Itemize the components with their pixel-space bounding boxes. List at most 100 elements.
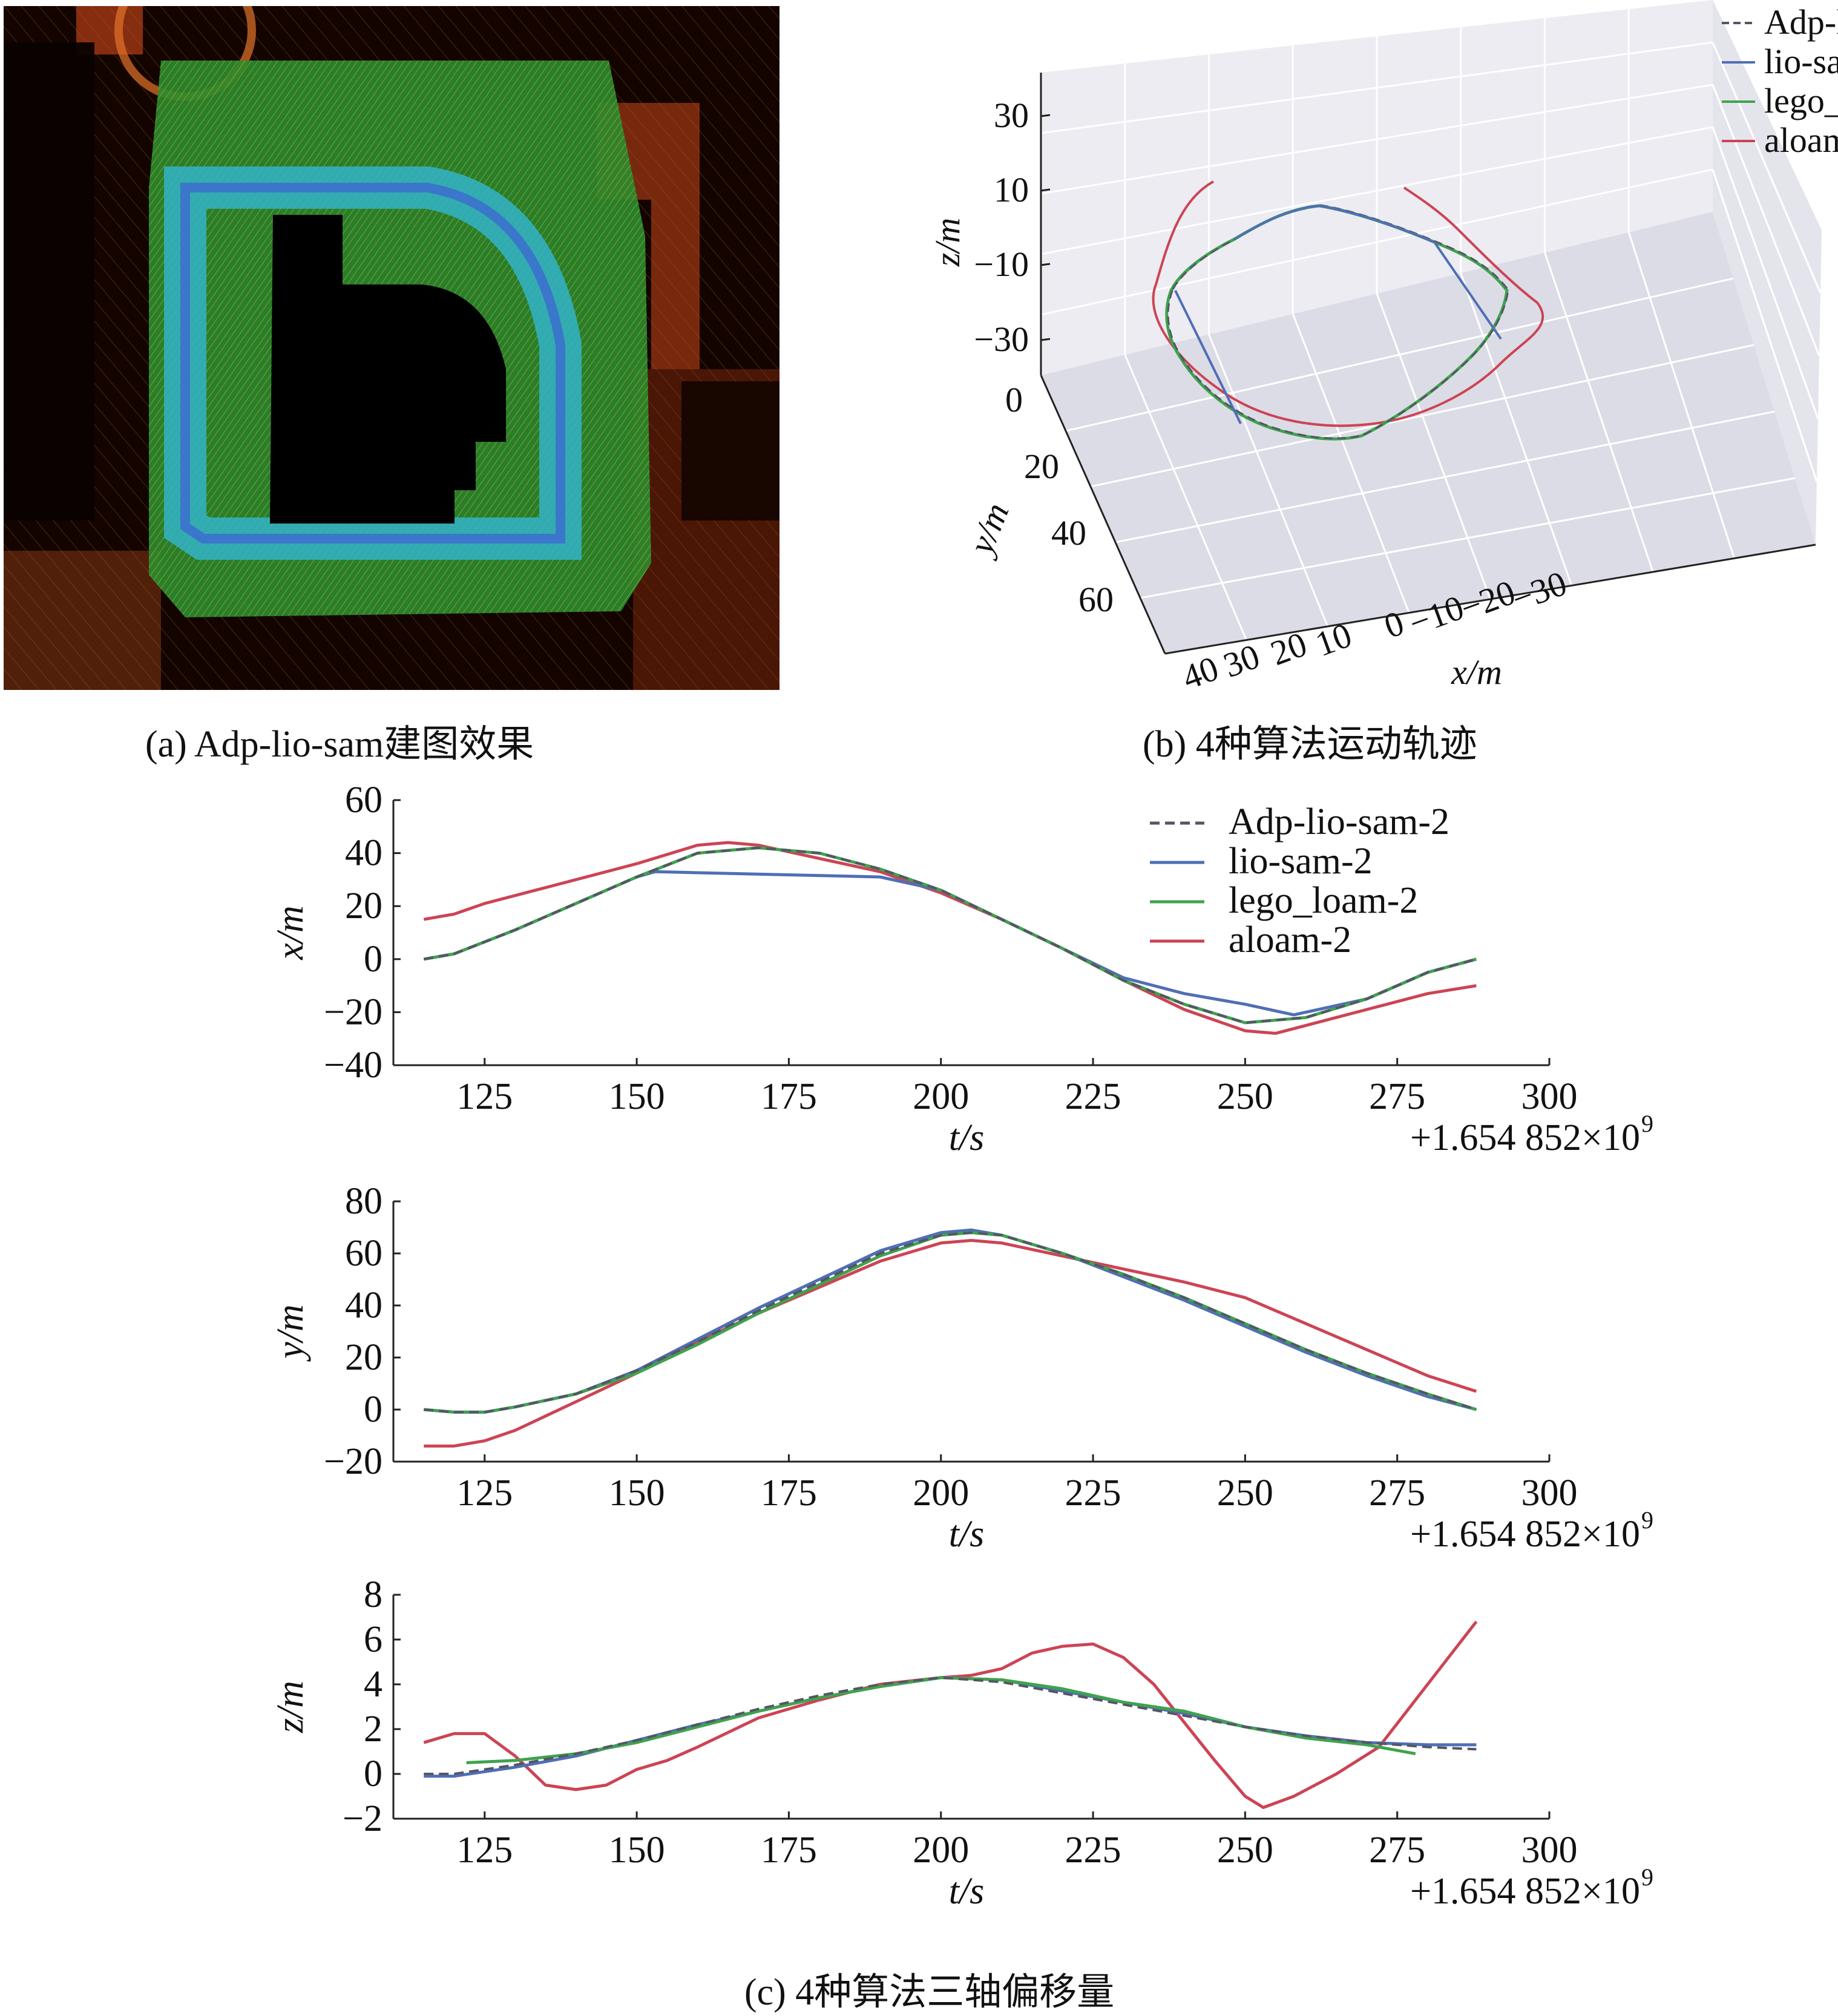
x-tick-label: 250	[1217, 1830, 1273, 1871]
z-tick-mark	[1040, 263, 1051, 266]
x-tick-label: 225	[1065, 1076, 1121, 1117]
x-tick-label: 125	[456, 1076, 513, 1117]
series-lio-sam-2	[424, 1676, 1477, 1778]
z-tick-mark	[1040, 338, 1051, 341]
y-tick-label: −20	[324, 1441, 382, 1482]
offset-label: +1.654 852×10	[1410, 1117, 1640, 1158]
y-tick-label: 2	[364, 1709, 382, 1750]
time-series-panels: 125 150 175 200 225 250 275 300 60 40 20 0 −20 −40 x/m…	[0, 763, 1838, 2016]
legend-3d: Adp-lio-sam-2 lio-sam-2 lego_loam-2 aloa…	[1722, 2, 1838, 160]
legend-label: lego_loam-2	[1229, 880, 1418, 921]
y-tick-label: 0	[364, 1753, 382, 1794]
z-axis-label: z/m	[928, 218, 967, 268]
x-tick-label: 250	[1217, 1473, 1273, 1514]
legend-label-adp: Adp-lio-sam-2	[1764, 2, 1838, 42]
x-tick-label: 225	[1065, 1830, 1121, 1871]
series-lego_loam-2	[423, 846, 1477, 1025]
x-tick-label: 175	[761, 1076, 817, 1117]
x-tick-label: 225	[1065, 1473, 1121, 1514]
trajectory-lio	[1174, 204, 1502, 424]
y-axis-label: y/m	[270, 1304, 311, 1362]
series-aloam-2	[424, 1239, 1477, 1448]
x-tick-label: 125	[456, 1830, 513, 1871]
x-tick-label: 125	[456, 1473, 513, 1514]
offset-exponent: 9	[1641, 1863, 1653, 1891]
x-tick-label: 200	[913, 1473, 969, 1514]
z-tick-label: −10	[974, 245, 1029, 284]
x-tick-label: 150	[609, 1473, 665, 1514]
x-axis-label: x/m	[1451, 652, 1502, 692]
x-tick-label: 275	[1369, 1830, 1425, 1871]
y-tick-label: −20	[324, 991, 382, 1033]
y-tick-label: 60	[345, 780, 382, 821]
series-lio-sam-2	[424, 1228, 1477, 1414]
y-tick-label: 4	[364, 1664, 382, 1705]
point-cloud-map	[4, 6, 780, 690]
x-tick-label: 175	[761, 1830, 817, 1871]
z-tick-mark	[1040, 114, 1051, 117]
legend-label: Adp-lio-sam-2	[1229, 801, 1449, 842]
z-tick-label: 10	[994, 170, 1029, 209]
y-axis-label: y/m	[960, 497, 1017, 562]
x-tick-label: 175	[761, 1473, 817, 1514]
y-tick-label: 20	[1024, 447, 1059, 486]
point-cloud-map-image	[4, 6, 780, 690]
ts-panel-y: 125 150 175 200 225 250 275 300806040200−20y/mt…	[270, 1181, 1653, 1555]
z-tick-mark	[1040, 188, 1051, 192]
y-tick-label: 60	[345, 1233, 382, 1274]
x-tick-label: 250	[1217, 1076, 1273, 1117]
y-tick-label: −40	[324, 1045, 382, 1086]
y-tick-label: 40	[345, 1285, 382, 1326]
y-tick-label: 0	[364, 939, 382, 980]
x-axis-label: t/s	[949, 1514, 985, 1555]
series-Adp-lio-sam-2	[424, 1676, 1477, 1775]
y-axis-label: x/m	[270, 905, 311, 960]
x-axis-label: t/s	[949, 1117, 985, 1158]
legend-label: lio-sam-2	[1229, 841, 1373, 882]
x-tick-label: 300	[1521, 1076, 1578, 1117]
y-tick-label: 40	[1051, 513, 1086, 553]
offset-label: +1.654 852×10	[1410, 1871, 1640, 1912]
series-lego_loam-2	[466, 1676, 1416, 1764]
legend-label-lego: lego_loam-2	[1764, 81, 1838, 120]
y-tick-label: 20	[345, 885, 382, 927]
y-tick-label: 20	[345, 1337, 382, 1378]
caption-b: (b) 4种算法运动轨迹	[1143, 724, 1477, 765]
x-tick-label: 40	[1177, 648, 1224, 697]
offset-exponent: 9	[1641, 1110, 1653, 1137]
y-tick-label: 40	[345, 833, 382, 874]
y-tick-label: 0	[1005, 380, 1023, 419]
caption-c: (c) 4种算法三轴偏移量	[744, 1972, 1115, 2013]
legend-label-aloam: aloam-2	[1764, 120, 1838, 160]
y-tick-label: 80	[345, 1181, 382, 1222]
x-tick-label: 300	[1521, 1830, 1578, 1871]
trajectory-aloam	[1152, 180, 1544, 427]
legend-label-lio: lio-sam-2	[1764, 42, 1838, 81]
z-tick-label: 30	[994, 96, 1029, 135]
offset-exponent: 9	[1641, 1506, 1653, 1534]
y-tick-label: 6	[364, 1619, 382, 1660]
pane-side	[1713, 0, 1822, 545]
series-lego_loam-2	[424, 1231, 1477, 1414]
x-tick-label: 275	[1369, 1076, 1425, 1117]
series-Adp-lio-sam-2	[424, 1231, 1477, 1414]
z-tick-label: −30	[974, 320, 1029, 359]
y-tick-label: 0	[364, 1389, 382, 1430]
legend-label: aloam-2	[1229, 919, 1351, 960]
y-tick-label: 60	[1078, 580, 1114, 619]
x-axis-label: t/s	[949, 1871, 985, 1912]
y-tick-label: 8	[364, 1574, 382, 1615]
x-tick-label: 200	[913, 1830, 969, 1871]
x-tick-label: 200	[913, 1076, 969, 1117]
trajectory-3d-plot: 30 10 −10 −30 z/m 0 20 40 60 y/m 40 30 20 10 0 −10−…	[841, 0, 1838, 714]
series-aloam-2	[423, 1620, 1478, 1809]
y-tick-label: −2	[343, 1798, 382, 1839]
y-axis-label: z/m	[270, 1681, 311, 1733]
offset-label: +1.654 852×10	[1410, 1514, 1640, 1555]
time-series-svg: 125 150 175 200 225 250 275 3006040200−20−40x/m…	[270, 780, 1653, 1912]
caption-a: (a) Adp-lio-sam建图效果	[145, 724, 534, 765]
x-tick-label: 275	[1369, 1473, 1425, 1514]
